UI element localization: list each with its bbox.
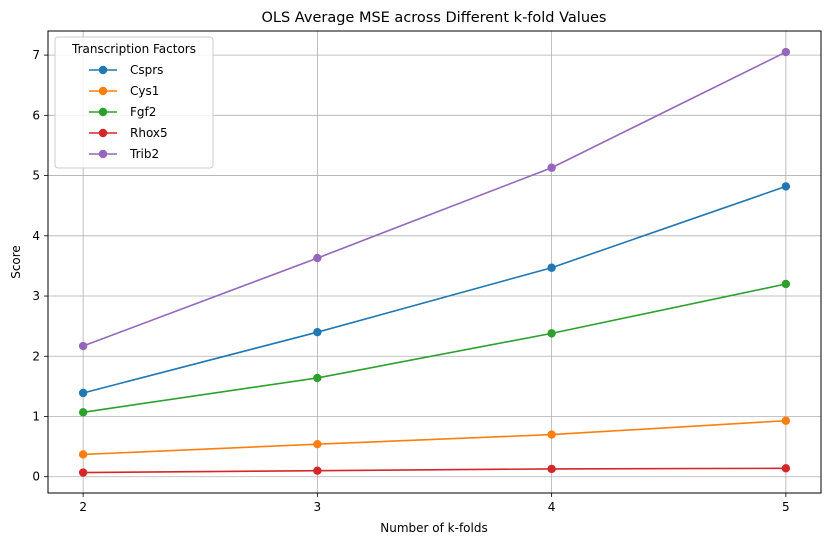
chart-title: OLS Average MSE across Different k-fold … bbox=[261, 10, 606, 26]
series-csprs bbox=[78, 182, 791, 398]
legend-marker bbox=[98, 128, 108, 138]
data-point bbox=[78, 468, 88, 477]
legend-label: Cys1 bbox=[130, 84, 159, 98]
y-tick-label: 4 bbox=[32, 229, 40, 243]
data-point bbox=[313, 440, 322, 449]
series-line bbox=[82, 185, 787, 394]
series-rhox5 bbox=[78, 464, 791, 477]
legend-label: Trib2 bbox=[129, 147, 159, 161]
legend-marker bbox=[98, 86, 108, 96]
data-point bbox=[547, 263, 556, 272]
grid bbox=[48, 31, 821, 493]
legend-item-fgf2: Fgf2 bbox=[89, 105, 156, 119]
y-tick-label: 2 bbox=[32, 349, 40, 363]
series-line bbox=[83, 467, 786, 474]
data-point bbox=[547, 464, 556, 474]
series-fgf2 bbox=[78, 279, 791, 417]
x-axis-label: Number of k-folds bbox=[380, 521, 487, 535]
data-point bbox=[547, 329, 556, 338]
data-point bbox=[547, 430, 556, 439]
y-axis-ticks: 0 1 2 3 4 5 6 7 bbox=[32, 48, 48, 484]
legend-item-trib2: Trib2 bbox=[89, 147, 159, 161]
plot-frame bbox=[47, 30, 822, 494]
x-tick-label: 3 bbox=[314, 500, 322, 514]
y-tick-label: 7 bbox=[32, 48, 40, 62]
x-axis-ticks: 2 3 4 5 bbox=[79, 493, 790, 514]
y-tick-label: 3 bbox=[32, 289, 40, 303]
x-tick-label: 2 bbox=[79, 500, 87, 514]
series-line bbox=[82, 51, 787, 347]
data-point bbox=[781, 182, 791, 191]
x-tick-label: 5 bbox=[782, 500, 790, 514]
data-point bbox=[78, 341, 88, 351]
data-point bbox=[78, 450, 88, 459]
series-trib2 bbox=[78, 47, 791, 351]
series-group bbox=[78, 47, 791, 477]
legend-label: Fgf2 bbox=[130, 105, 156, 119]
legend-label: Rhox5 bbox=[130, 126, 168, 140]
y-tick-label: 0 bbox=[32, 470, 40, 484]
data-point bbox=[313, 466, 322, 475]
data-point bbox=[547, 163, 556, 172]
series-cys1 bbox=[78, 416, 791, 459]
legend-marker bbox=[98, 107, 108, 117]
data-point bbox=[78, 388, 88, 398]
data-point bbox=[781, 464, 791, 473]
y-axis-label: Score bbox=[9, 245, 23, 279]
legend-label: Csprs bbox=[130, 63, 163, 77]
y-tick-label: 1 bbox=[32, 410, 40, 424]
data-point bbox=[313, 327, 322, 337]
legend-item-rhox5: Rhox5 bbox=[89, 126, 168, 140]
data-point bbox=[78, 408, 88, 417]
legend: Transcription Factors Csprs Cys1 Fgf2 Rhox5… bbox=[54, 36, 214, 169]
legend-item-csprs: Csprs bbox=[89, 63, 163, 77]
data-point bbox=[313, 253, 322, 263]
data-point bbox=[781, 279, 791, 289]
data-point bbox=[313, 373, 322, 383]
x-tick-label: 4 bbox=[548, 500, 556, 514]
legend-marker bbox=[98, 149, 108, 159]
series-line bbox=[83, 283, 787, 414]
legend-marker bbox=[98, 65, 108, 75]
series-line bbox=[83, 419, 786, 456]
data-point bbox=[781, 416, 791, 425]
legend-items: Csprs Cys1 Fgf2 Rhox5 Trib2 bbox=[89, 63, 168, 161]
y-tick-label: 5 bbox=[32, 169, 40, 183]
legend-title: Transcription Factors bbox=[71, 42, 196, 56]
y-tick-label: 6 bbox=[32, 108, 40, 122]
legend-item-cys1: Cys1 bbox=[89, 84, 159, 98]
data-point bbox=[781, 47, 791, 57]
